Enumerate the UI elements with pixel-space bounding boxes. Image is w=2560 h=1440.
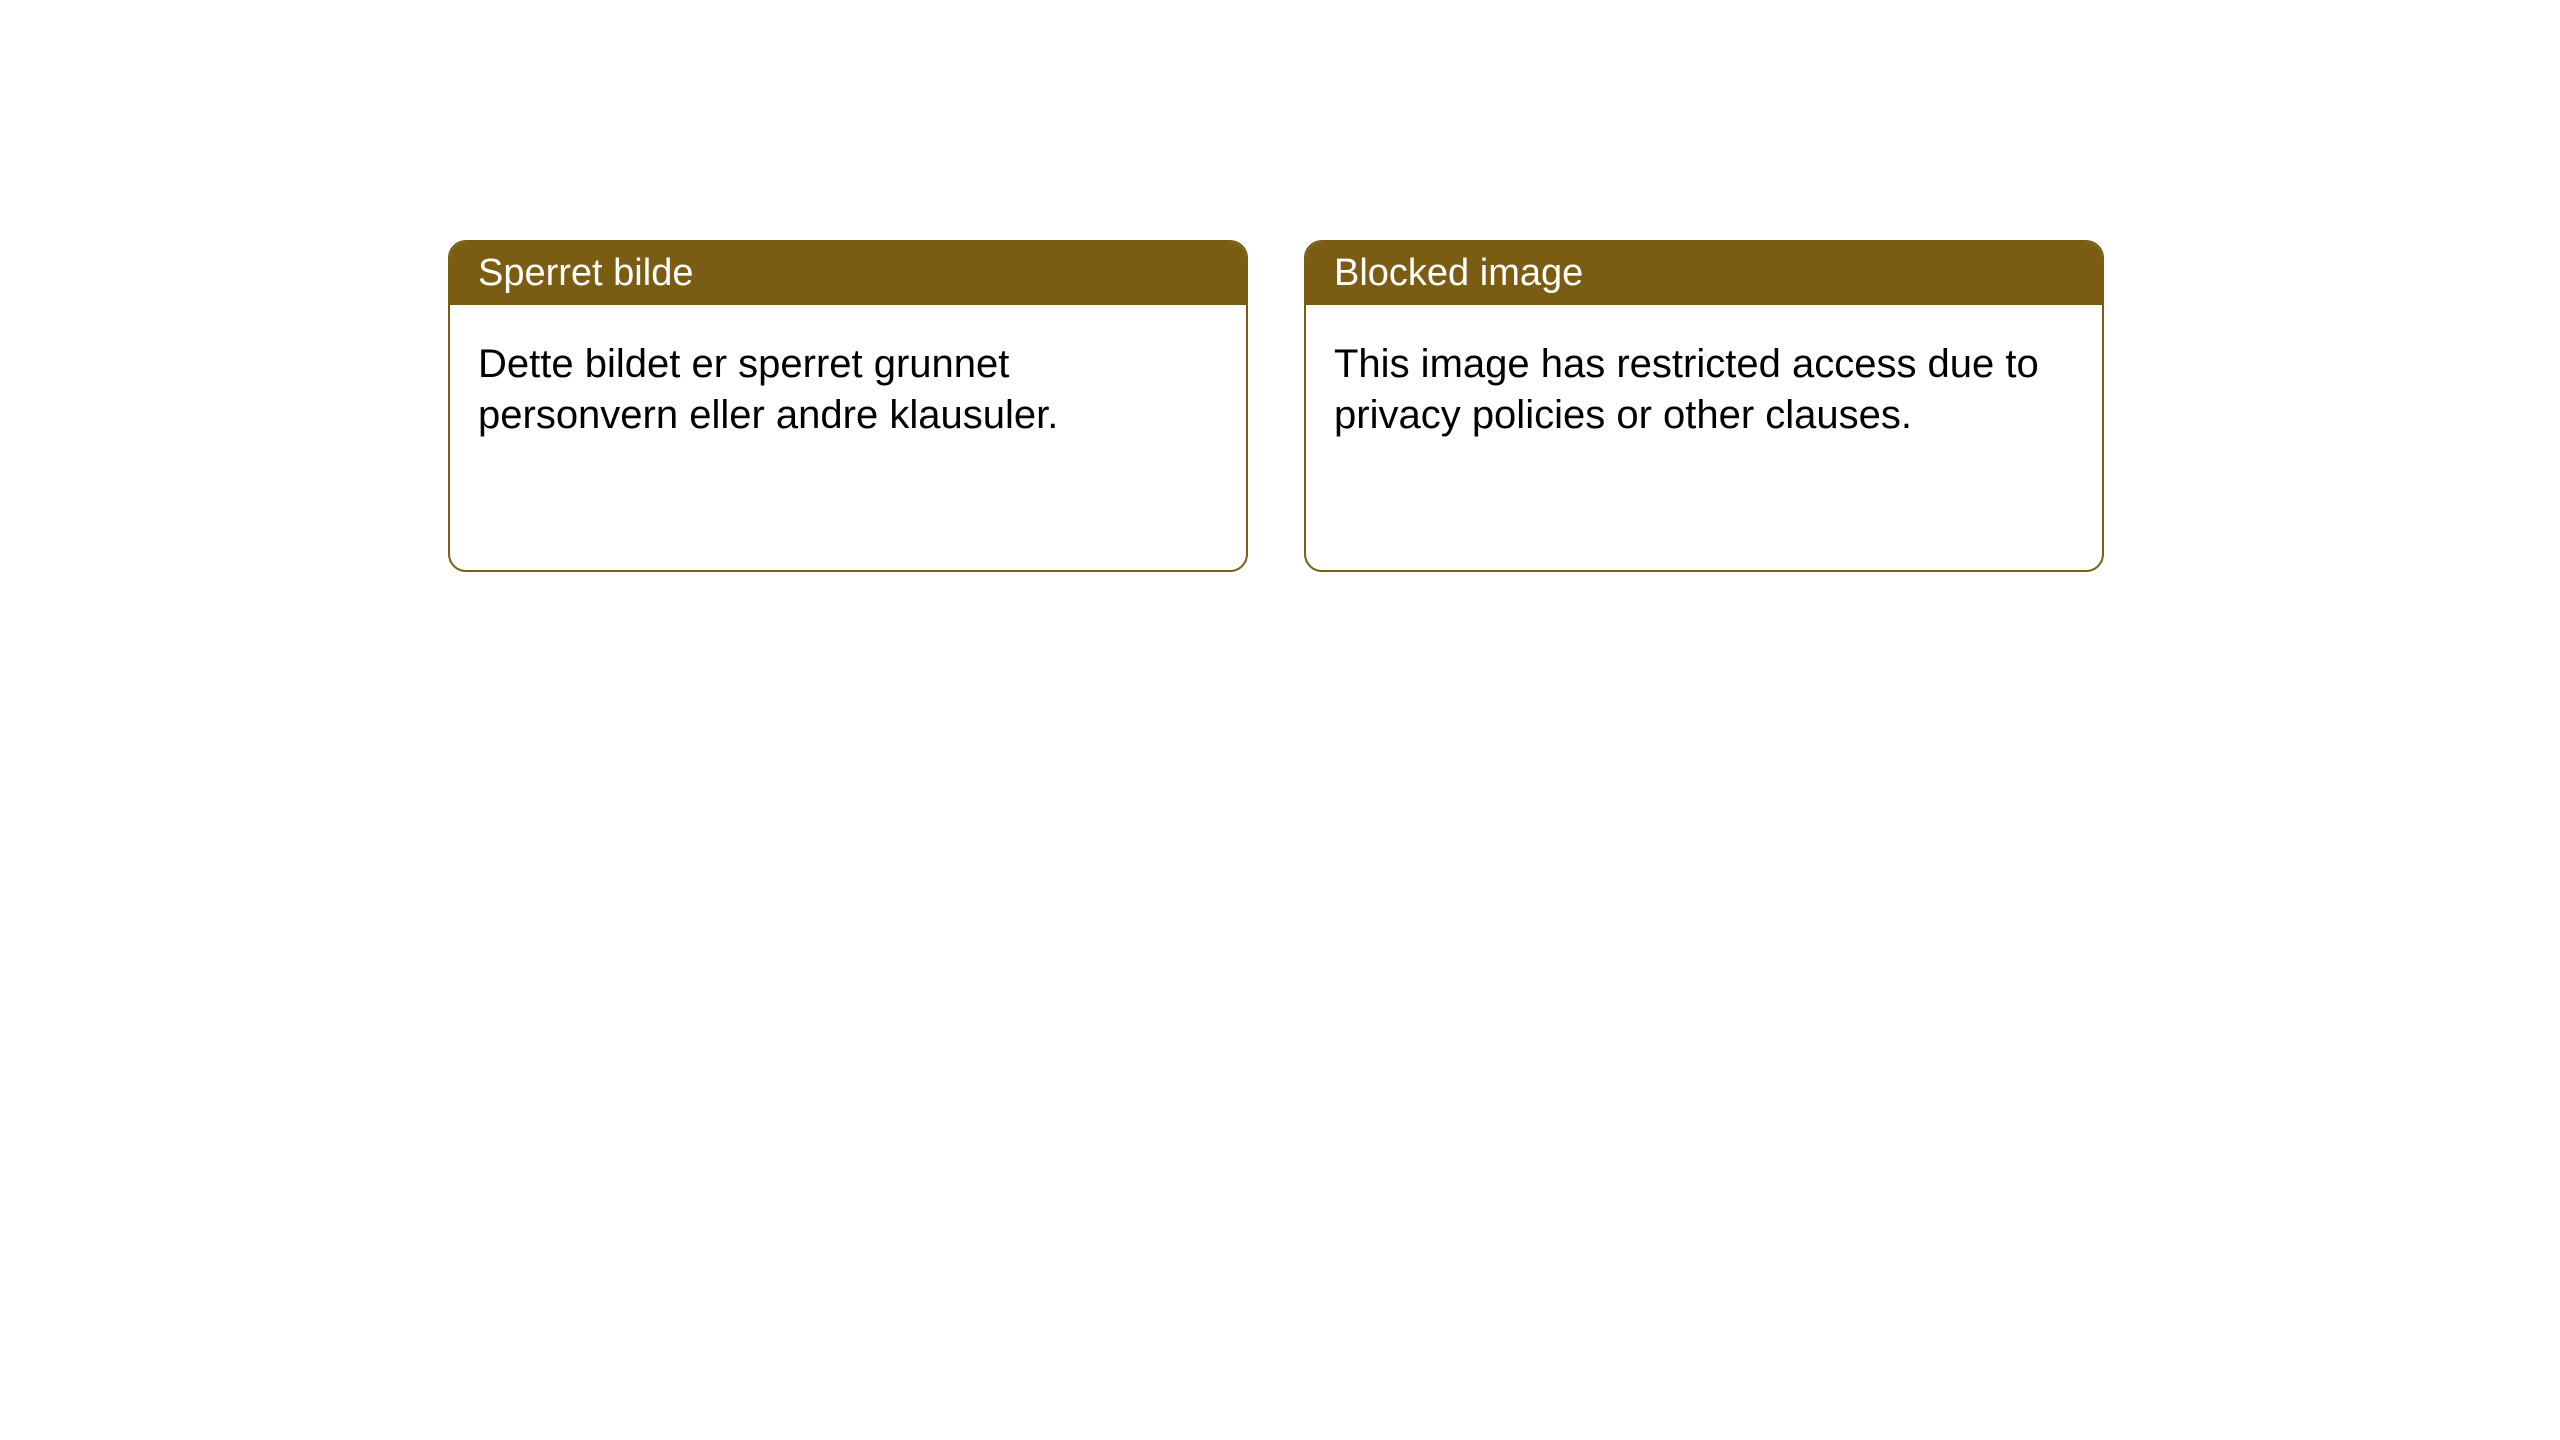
notice-header: Blocked image — [1306, 242, 2102, 305]
notice-header: Sperret bilde — [450, 242, 1246, 305]
notice-body: Dette bildet er sperret grunnet personve… — [450, 305, 1246, 475]
notice-card-norwegian: Sperret bilde Dette bildet er sperret gr… — [448, 240, 1248, 572]
notice-body: This image has restricted access due to … — [1306, 305, 2102, 475]
notice-card-english: Blocked image This image has restricted … — [1304, 240, 2104, 572]
notice-container: Sperret bilde Dette bildet er sperret gr… — [0, 0, 2560, 572]
